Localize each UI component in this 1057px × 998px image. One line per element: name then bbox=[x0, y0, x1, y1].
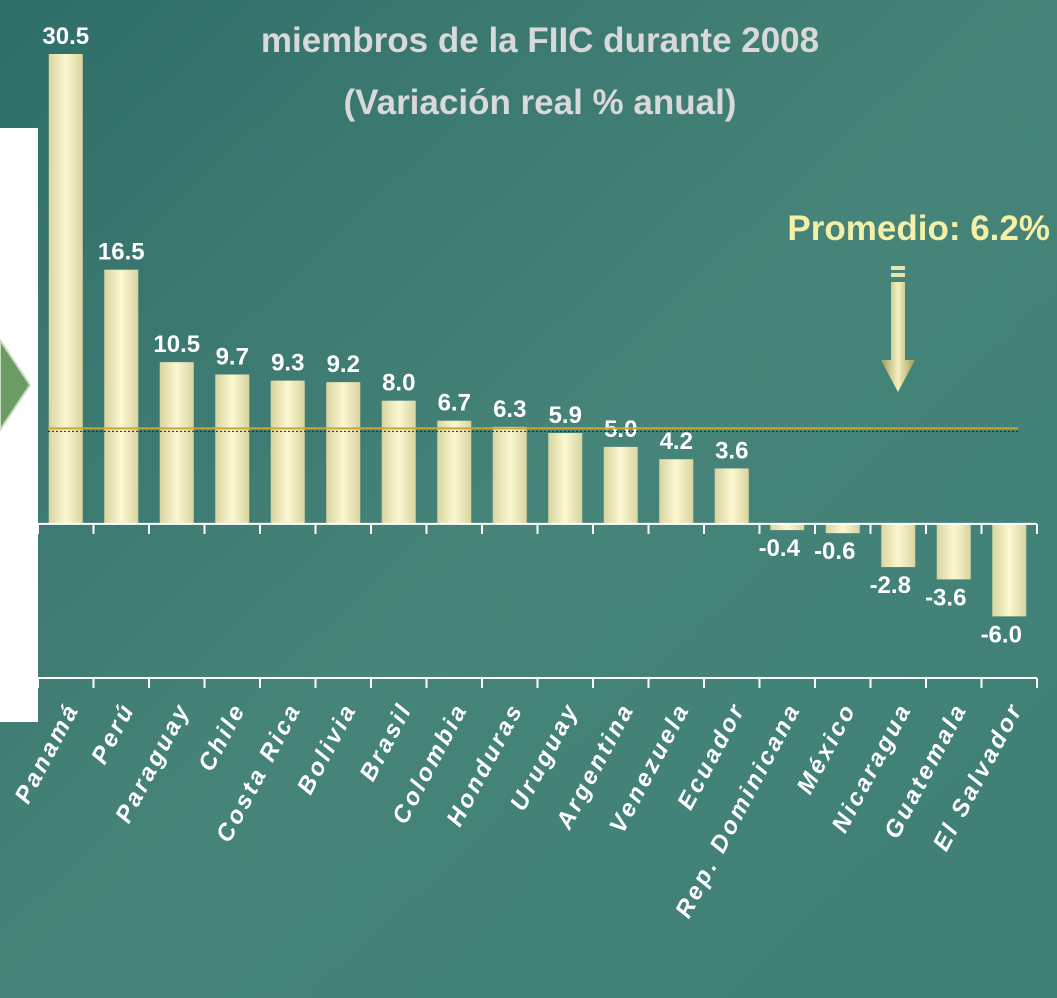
bar bbox=[270, 380, 305, 524]
value-label: 16.5 bbox=[98, 239, 145, 266]
value-label: -3.6 bbox=[925, 584, 966, 611]
value-label: 9.7 bbox=[216, 343, 249, 370]
value-label: 6.7 bbox=[438, 390, 471, 417]
bar bbox=[881, 523, 916, 568]
bar bbox=[548, 433, 583, 524]
value-label: -0.4 bbox=[759, 535, 801, 562]
value-label: -6.0 bbox=[981, 621, 1022, 648]
side-panel bbox=[0, 128, 38, 722]
bar bbox=[825, 523, 860, 534]
bar bbox=[992, 523, 1027, 617]
chart-subtitle: (Variación real % anual) bbox=[344, 83, 737, 122]
value-label: -2.8 bbox=[870, 572, 911, 599]
bar bbox=[159, 362, 194, 524]
side-shape bbox=[0, 338, 32, 432]
value-label: 3.6 bbox=[715, 437, 748, 464]
value-label: 8.0 bbox=[382, 370, 415, 397]
value-label: 9.2 bbox=[327, 351, 360, 378]
value-label: 4.2 bbox=[660, 428, 693, 455]
bar bbox=[326, 382, 361, 524]
bar bbox=[603, 446, 638, 524]
annotation: Promedio: 6.2% bbox=[787, 209, 1050, 248]
bar bbox=[936, 523, 971, 580]
bar bbox=[381, 400, 416, 524]
bar bbox=[215, 374, 250, 524]
bar bbox=[437, 420, 472, 524]
arrow bbox=[881, 266, 915, 392]
bar bbox=[104, 269, 139, 524]
value-label: 10.5 bbox=[153, 331, 200, 358]
value-label: -0.6 bbox=[814, 538, 855, 565]
chart-title: miembros de la FIIC durante 2008 bbox=[261, 21, 819, 60]
value-label: 9.3 bbox=[271, 350, 304, 377]
bar bbox=[714, 468, 749, 524]
value-label: 5.9 bbox=[549, 402, 582, 429]
value-label: 6.3 bbox=[493, 396, 526, 423]
bar bbox=[48, 54, 83, 524]
value-label: 30.5 bbox=[42, 23, 89, 50]
bar bbox=[659, 459, 694, 524]
bar bbox=[492, 426, 527, 524]
bar bbox=[770, 523, 805, 531]
